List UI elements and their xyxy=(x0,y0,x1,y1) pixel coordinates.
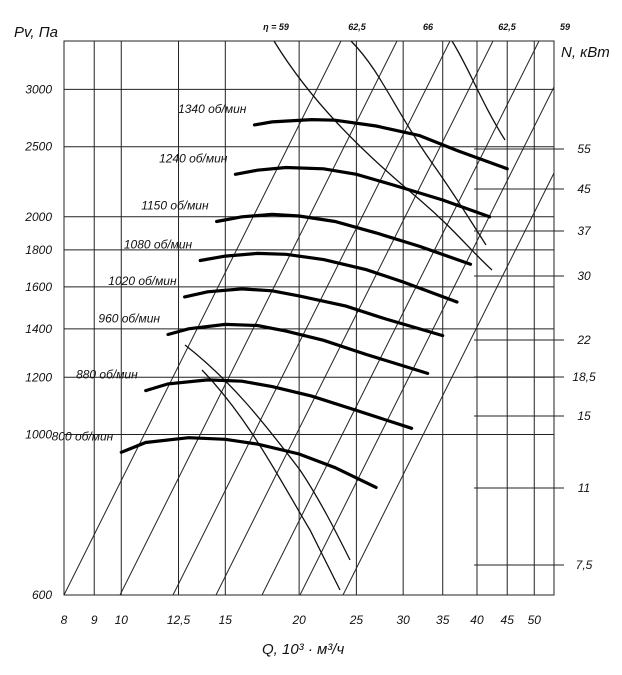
x-tick-label: 9 xyxy=(91,613,98,627)
x-tick-label: 20 xyxy=(291,613,306,627)
tick-labels: 8 9 10 12,5 15 20 25 30 35 40 45 50 600 1000 1200 1400 1… xyxy=(24,22,570,627)
rpm-curve xyxy=(198,251,459,304)
system-line xyxy=(172,40,451,596)
x-tick-label: 10 xyxy=(115,613,129,627)
power-tick-label: 37 xyxy=(577,224,592,238)
power-tick-label: 30 xyxy=(577,269,591,283)
system-line xyxy=(63,40,342,596)
x-tick-label: 40 xyxy=(470,613,484,627)
y-tick-label: 1600 xyxy=(25,280,52,294)
x-axis-label: Q, 10³ · м³/ч xyxy=(262,641,344,658)
efficiency-label: η = 59 xyxy=(263,22,289,32)
rpm-curve xyxy=(252,117,509,171)
rpm-curve xyxy=(215,212,473,266)
y-axis-label: Pv, Па xyxy=(14,24,58,41)
rpm-label: 1340 об/мин xyxy=(178,102,247,116)
system-line xyxy=(215,40,494,596)
power-tick-label: 45 xyxy=(577,182,591,196)
rpm-label: 1080 об/мин xyxy=(124,238,193,252)
y-tick-label: 3000 xyxy=(25,82,52,96)
efficiency-curve xyxy=(451,40,506,141)
grid-lines xyxy=(64,41,554,595)
efficiency-label: 66 xyxy=(423,22,434,32)
y-tick-label: 1800 xyxy=(25,243,52,257)
efficiency-label: 62,5 xyxy=(498,22,517,32)
x-tick-label: 25 xyxy=(349,613,364,627)
power-scale: 55 45 37 30 22 18,5 15 11 7,5 xyxy=(474,142,596,572)
system-line xyxy=(299,86,555,596)
efficiency-label: 59 xyxy=(560,22,570,32)
power-tick-label: 11 xyxy=(578,481,590,495)
efficiency-curves xyxy=(184,40,506,591)
y-tick-label: 600 xyxy=(32,588,52,602)
rpm-label: 960 об/мин xyxy=(98,311,160,325)
rpm-curve xyxy=(119,436,378,489)
rpm-curves: 800 об/мин 880 об/мин 960 об/мин 1020 об/ми… xyxy=(52,102,509,489)
power-tick-label: 15 xyxy=(577,409,591,423)
power-tick-label: 18,5 xyxy=(572,370,596,384)
rpm-label: 800 об/мин xyxy=(52,429,114,443)
x-tick-label: 12,5 xyxy=(167,613,191,627)
rpm-label: 880 об/мин xyxy=(76,368,138,382)
y-tick-label: 2500 xyxy=(24,140,52,154)
y-tick-label: 1400 xyxy=(25,322,52,336)
rpm-curve xyxy=(183,287,445,338)
system-line xyxy=(261,40,540,596)
plot-frame xyxy=(63,40,555,596)
y-tick-label: 2000 xyxy=(24,210,52,224)
rpm-curve xyxy=(144,378,414,430)
x-tick-label: 8 xyxy=(61,613,68,627)
y-tick-label: 1000 xyxy=(25,428,52,442)
power-tick-label: 55 xyxy=(577,142,591,156)
power-tick-label: 22 xyxy=(576,333,591,347)
rpm-curve xyxy=(233,165,492,219)
efficiency-curve xyxy=(184,344,351,561)
x-tick-label: 30 xyxy=(396,613,410,627)
x-tick-label: 15 xyxy=(219,613,233,627)
power-tick-label: 7,5 xyxy=(576,558,593,572)
x-tick-label: 50 xyxy=(528,613,542,627)
rpm-label: 1240 об/мин xyxy=(159,151,228,165)
rpm-curve xyxy=(166,322,430,375)
x-tick-label: 45 xyxy=(501,613,515,627)
rpm-label: 1020 об/мин xyxy=(108,274,177,288)
system-line xyxy=(119,40,398,596)
efficiency-curve xyxy=(350,40,487,246)
power-axis-label: N, кВт xyxy=(561,44,610,61)
x-tick-label: 35 xyxy=(436,613,450,627)
efficiency-curve xyxy=(201,369,341,591)
y-tick-label: 1200 xyxy=(25,370,52,384)
rpm-label: 1150 об/мин xyxy=(141,199,209,213)
efficiency-label: 62,5 xyxy=(348,22,367,32)
system-line xyxy=(342,172,555,596)
